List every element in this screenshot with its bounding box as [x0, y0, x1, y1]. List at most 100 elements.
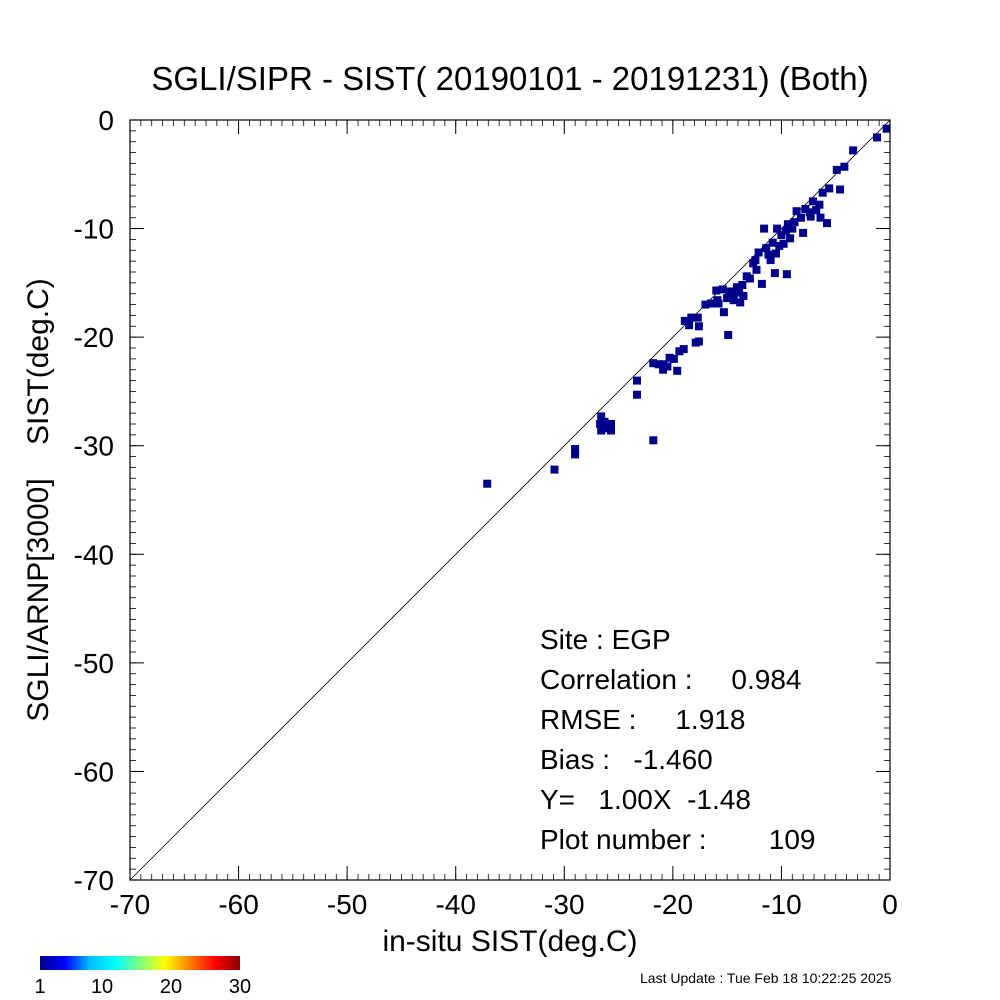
data-bin: [706, 299, 715, 308]
colorbar-tick-label: 20: [160, 976, 182, 998]
colorbar-labels: 1 10 20 30: [34, 976, 251, 998]
data-bin: [797, 213, 805, 222]
data-bin: [597, 426, 606, 435]
data-bin: [739, 291, 748, 300]
data-bin: [786, 234, 795, 243]
data-bin: [738, 281, 747, 289]
data-bin: [596, 420, 605, 428]
x-tick-label: -20: [653, 889, 693, 920]
data-bin: [768, 238, 777, 247]
data-bin: [654, 360, 663, 369]
colorbar-tick-label: 30: [229, 976, 251, 998]
data-bin: [729, 296, 738, 305]
colorbar-bar: [40, 956, 240, 970]
data-bin: [806, 212, 815, 221]
data-bin: [669, 354, 678, 363]
y-tick-label: -30: [74, 431, 114, 462]
colorbar-tick-label: 10: [91, 976, 113, 998]
stat-regression: Y= 1.00X -1.48: [540, 784, 751, 815]
data-bin: [825, 184, 834, 193]
data-bin: [649, 359, 658, 368]
data-bin: [792, 207, 801, 216]
data-bin: [649, 436, 658, 445]
data-bin: [773, 224, 782, 233]
data-bin: [712, 286, 721, 295]
data-bin: [550, 465, 559, 474]
chart-title: SGLI/SIPR - SIST( 20190101 - 20191231) (…: [151, 60, 868, 97]
data-bin: [751, 256, 760, 265]
statistics-panel: Site : EGP Correlation : 0.984 RMSE : 1.…: [540, 624, 815, 855]
data-bin: [597, 412, 606, 421]
data-bin: [735, 288, 744, 297]
plot-frame: [129, 119, 891, 881]
data-bin: [760, 224, 769, 233]
data-bin: [713, 296, 722, 305]
data-bin: [766, 256, 775, 265]
data-bin: [779, 239, 788, 248]
data-bin: [694, 337, 703, 346]
y-tick-label: -50: [74, 648, 114, 679]
stat-bias: Bias : -1.460: [540, 744, 713, 775]
data-bin: [675, 347, 684, 356]
data-bin: [823, 219, 831, 228]
data-bin: [693, 313, 702, 322]
last-update-text: Last Update : Tue Feb 18 10:22:25 2025: [640, 970, 892, 986]
data-bin: [754, 248, 763, 257]
data-bin: [812, 206, 821, 215]
data-bin: [685, 321, 694, 330]
y-tick-label: 0: [98, 105, 114, 136]
data-bin: [801, 205, 810, 213]
data-bin: [808, 197, 817, 206]
data-bin: [832, 165, 841, 174]
data-bin: [764, 250, 773, 259]
stat-rmse: RMSE : 1.918: [540, 704, 745, 735]
y-tick-label: -70: [74, 865, 114, 896]
stat-site: Site : EGP: [540, 624, 671, 655]
data-bin: [659, 360, 668, 369]
x-tick-label: -70: [110, 889, 150, 920]
data-bin: [873, 133, 881, 142]
data-bin: [673, 366, 682, 375]
y-axis-label: SGLI/ARNP[3000] SIST(deg.C): [22, 278, 55, 722]
data-bin: [799, 228, 808, 237]
data-bin: [770, 269, 779, 278]
data-bin: [772, 249, 780, 258]
x-tick-label: -40: [435, 889, 475, 920]
data-bin: [818, 188, 827, 197]
data-bin: [805, 208, 814, 217]
data-bin: [724, 331, 733, 339]
data-bin: [679, 345, 688, 354]
data-bin: [790, 218, 799, 227]
data-bin: [788, 224, 797, 233]
x-tick-label: 0: [882, 889, 898, 920]
data-bin: [571, 450, 580, 459]
data-bin: [882, 124, 890, 133]
data-bin: [781, 226, 790, 235]
data-bin: [840, 162, 849, 171]
x-tick-label: -50: [327, 889, 367, 920]
data-bin: [815, 200, 824, 209]
data-bin: [762, 244, 771, 253]
x-axis-label: in-situ SIST(deg.C): [382, 925, 637, 958]
y-tick-label: -40: [74, 539, 114, 570]
colorbar-tick-label: 1: [34, 976, 45, 998]
data-bin: [816, 213, 825, 222]
y-tick-label: -10: [74, 214, 114, 245]
stat-plot-number: Plot number : 109: [540, 824, 815, 855]
x-tick-label: -10: [761, 889, 801, 920]
data-bin: [687, 313, 696, 322]
data-bin: [718, 285, 727, 294]
data-bin: [633, 376, 641, 385]
data-bin: [680, 316, 689, 325]
data-bin: [600, 417, 609, 426]
data-bin: [607, 426, 615, 435]
data-bin: [719, 308, 728, 317]
data-bin: [694, 322, 703, 331]
data-bin: [665, 353, 674, 362]
y-tick-label: -20: [74, 322, 114, 353]
y-tick-label: -60: [74, 756, 114, 787]
data-bin: [752, 265, 761, 274]
data-bin: [836, 185, 845, 194]
x-tick-label: -30: [544, 889, 584, 920]
